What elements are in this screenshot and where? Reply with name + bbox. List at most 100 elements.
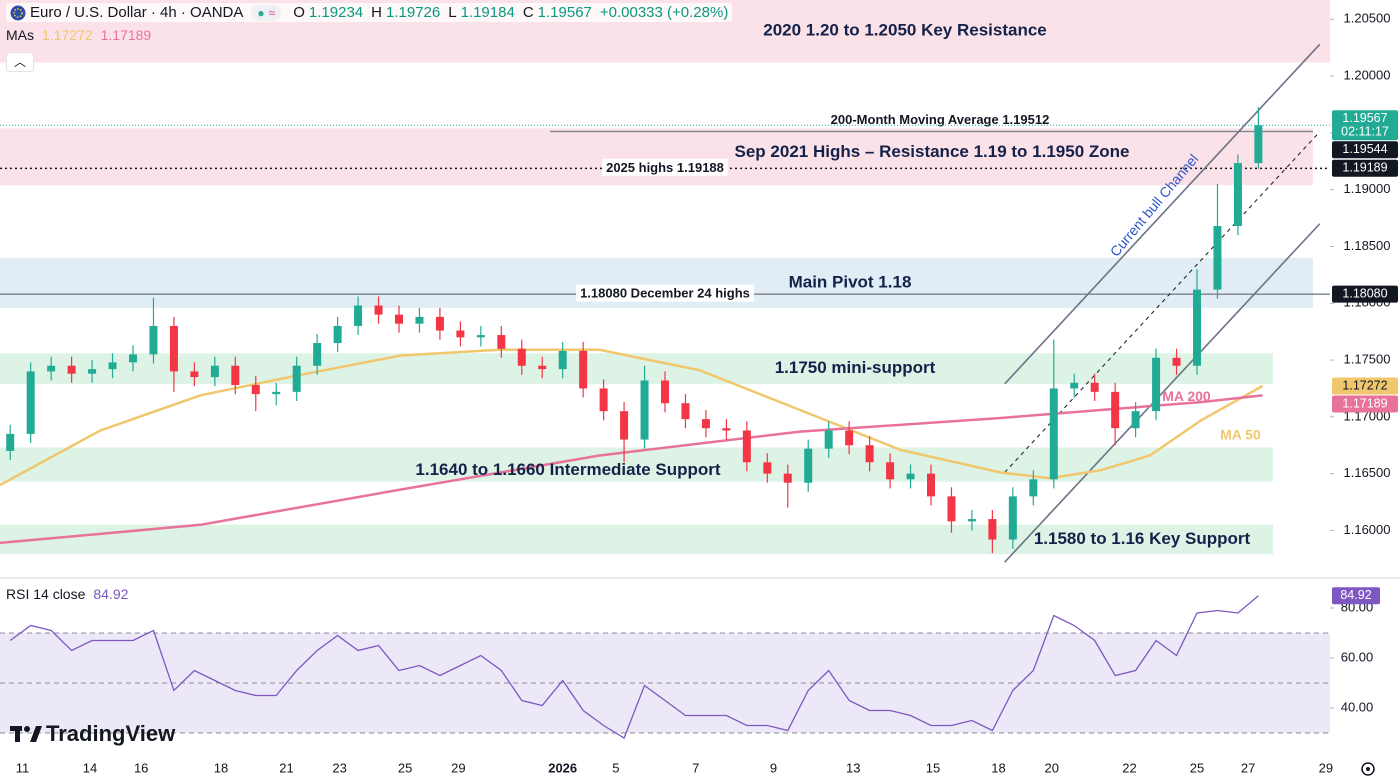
- ma-label: MA 50: [1220, 427, 1261, 443]
- ohlc-value: 1.19184: [460, 4, 515, 21]
- candle-body: [129, 354, 137, 363]
- y-tick-label: 1.20000: [1344, 68, 1391, 83]
- candle-body: [967, 519, 976, 522]
- candle-body: [783, 473, 792, 483]
- ma-header: MAs 1.17272 1.17189: [6, 27, 151, 43]
- x-tick-label: 20: [1044, 760, 1058, 775]
- candle-body: [395, 314, 403, 324]
- symbol-logo: [10, 5, 26, 20]
- x-tick-label: 27: [1241, 760, 1255, 775]
- price-badge: [1332, 395, 1398, 413]
- x-tick-label: 29: [1319, 760, 1333, 775]
- x-tick-label: 16: [134, 760, 148, 775]
- candle-body: [333, 325, 342, 344]
- candle-body: [435, 316, 444, 331]
- candle-body: [988, 519, 997, 540]
- candle-body: [824, 430, 833, 449]
- x-tick-label: 2026: [548, 760, 577, 775]
- y-tick-label: 1.16000: [1344, 522, 1391, 537]
- candle-body: [1131, 411, 1140, 429]
- settings-icon[interactable]: [1361, 762, 1375, 776]
- ma-line: [0, 348, 1264, 487]
- level-label-bg: [576, 284, 754, 302]
- zone-label: 1.1580 to 1.16 Key Support: [1034, 529, 1251, 548]
- candle-body: [313, 343, 322, 366]
- candle-body: [947, 496, 956, 522]
- level-label: 200-Month Moving Average 1.19512: [831, 112, 1050, 127]
- x-tick-label: 25: [1190, 760, 1204, 775]
- candle-body: [804, 448, 813, 483]
- candle-body: [538, 365, 547, 370]
- candle-body: [558, 350, 567, 370]
- candle-body: [1233, 163, 1242, 227]
- x-tick-label: 11: [16, 760, 30, 775]
- channel-line: [1004, 223, 1321, 563]
- x-tick-label: 18: [991, 760, 1005, 775]
- ma-value: 1.17189: [100, 27, 152, 43]
- indicator-pill[interactable]: ● ≈: [251, 4, 282, 21]
- candle-body: [599, 388, 608, 412]
- candle-body: [1111, 391, 1120, 429]
- ohlc-label: O: [293, 4, 305, 21]
- zone-label: 1.1640 to 1.1660 Intermediate Support: [415, 460, 721, 479]
- channel-line: [1004, 131, 1321, 473]
- candle-body: [47, 365, 56, 372]
- level-label: 2025 highs 1.19188: [606, 160, 724, 175]
- ohlc-label: H: [371, 4, 382, 21]
- zone: [0, 524, 1273, 555]
- rsi-label: RSI 14 close: [6, 586, 86, 602]
- candle-body: [517, 348, 526, 366]
- candle-body: [1008, 496, 1017, 540]
- x-tick-label: 22: [1122, 760, 1136, 775]
- candle-body: [742, 430, 751, 463]
- candle-body: [88, 369, 97, 374]
- candle-body: [374, 305, 383, 315]
- candle-body: [1152, 357, 1161, 412]
- candle-body: [640, 380, 649, 440]
- ma-label: MAs: [6, 27, 34, 43]
- rsi-value: 84.92: [93, 586, 129, 602]
- price-badge: [1332, 285, 1398, 303]
- candle-body: [1029, 479, 1038, 497]
- candle-body: [108, 362, 117, 370]
- candle-body: [456, 330, 465, 338]
- candle-body: [67, 365, 76, 374]
- price-badge-label: 1.17189: [1342, 396, 1387, 410]
- candle-body: [763, 462, 772, 474]
- header: Euro / U.S. Dollar · 4h · OANDA ● ≈ O 1.19…: [6, 3, 733, 22]
- x-tick-label: 5: [612, 760, 619, 775]
- logo-part: [24, 726, 30, 732]
- candle-body: [620, 411, 629, 440]
- candle-body: [579, 350, 588, 389]
- candle-body: [906, 473, 915, 480]
- candle-body: [865, 445, 874, 463]
- ohlc-value: 1.19726: [386, 4, 441, 21]
- chart-title: Euro / U.S. Dollar · 4h · OANDA: [30, 4, 244, 21]
- x-tick-label: 14: [83, 760, 97, 775]
- level-label-bg: [602, 158, 728, 176]
- collapse-button[interactable]: ︿: [6, 52, 34, 72]
- candle-body: [6, 433, 15, 451]
- y-tick-label: 1.16500: [1344, 465, 1391, 480]
- x-tick-label: 25: [398, 760, 412, 775]
- y-tick-label: 1.17500: [1344, 351, 1391, 366]
- candle-body: [701, 419, 710, 429]
- price-badge: [1332, 110, 1398, 141]
- branding-label: TradingView: [46, 721, 176, 746]
- rsi-header: RSI 14 close 84.92: [6, 586, 128, 602]
- candle-body: [927, 473, 935, 497]
- zone-label: Sep 2021 Highs – Resistance 1.19 to 1.19…: [735, 142, 1130, 161]
- ohlc-label: L: [448, 4, 457, 21]
- candle-body: [272, 391, 281, 395]
- candle-body: [722, 428, 731, 431]
- ohlc-value: 1.19234: [308, 4, 364, 21]
- price-badge-label: 1.17272: [1342, 378, 1387, 392]
- logo-part: [30, 726, 42, 742]
- x-tick-label: 21: [279, 760, 293, 775]
- y-tick-label: 1.18500: [1344, 238, 1391, 253]
- rsi-badge: [1332, 587, 1380, 605]
- candle-body: [476, 335, 485, 338]
- ma-value: 1.17272: [42, 27, 93, 43]
- candle-body: [1193, 289, 1201, 366]
